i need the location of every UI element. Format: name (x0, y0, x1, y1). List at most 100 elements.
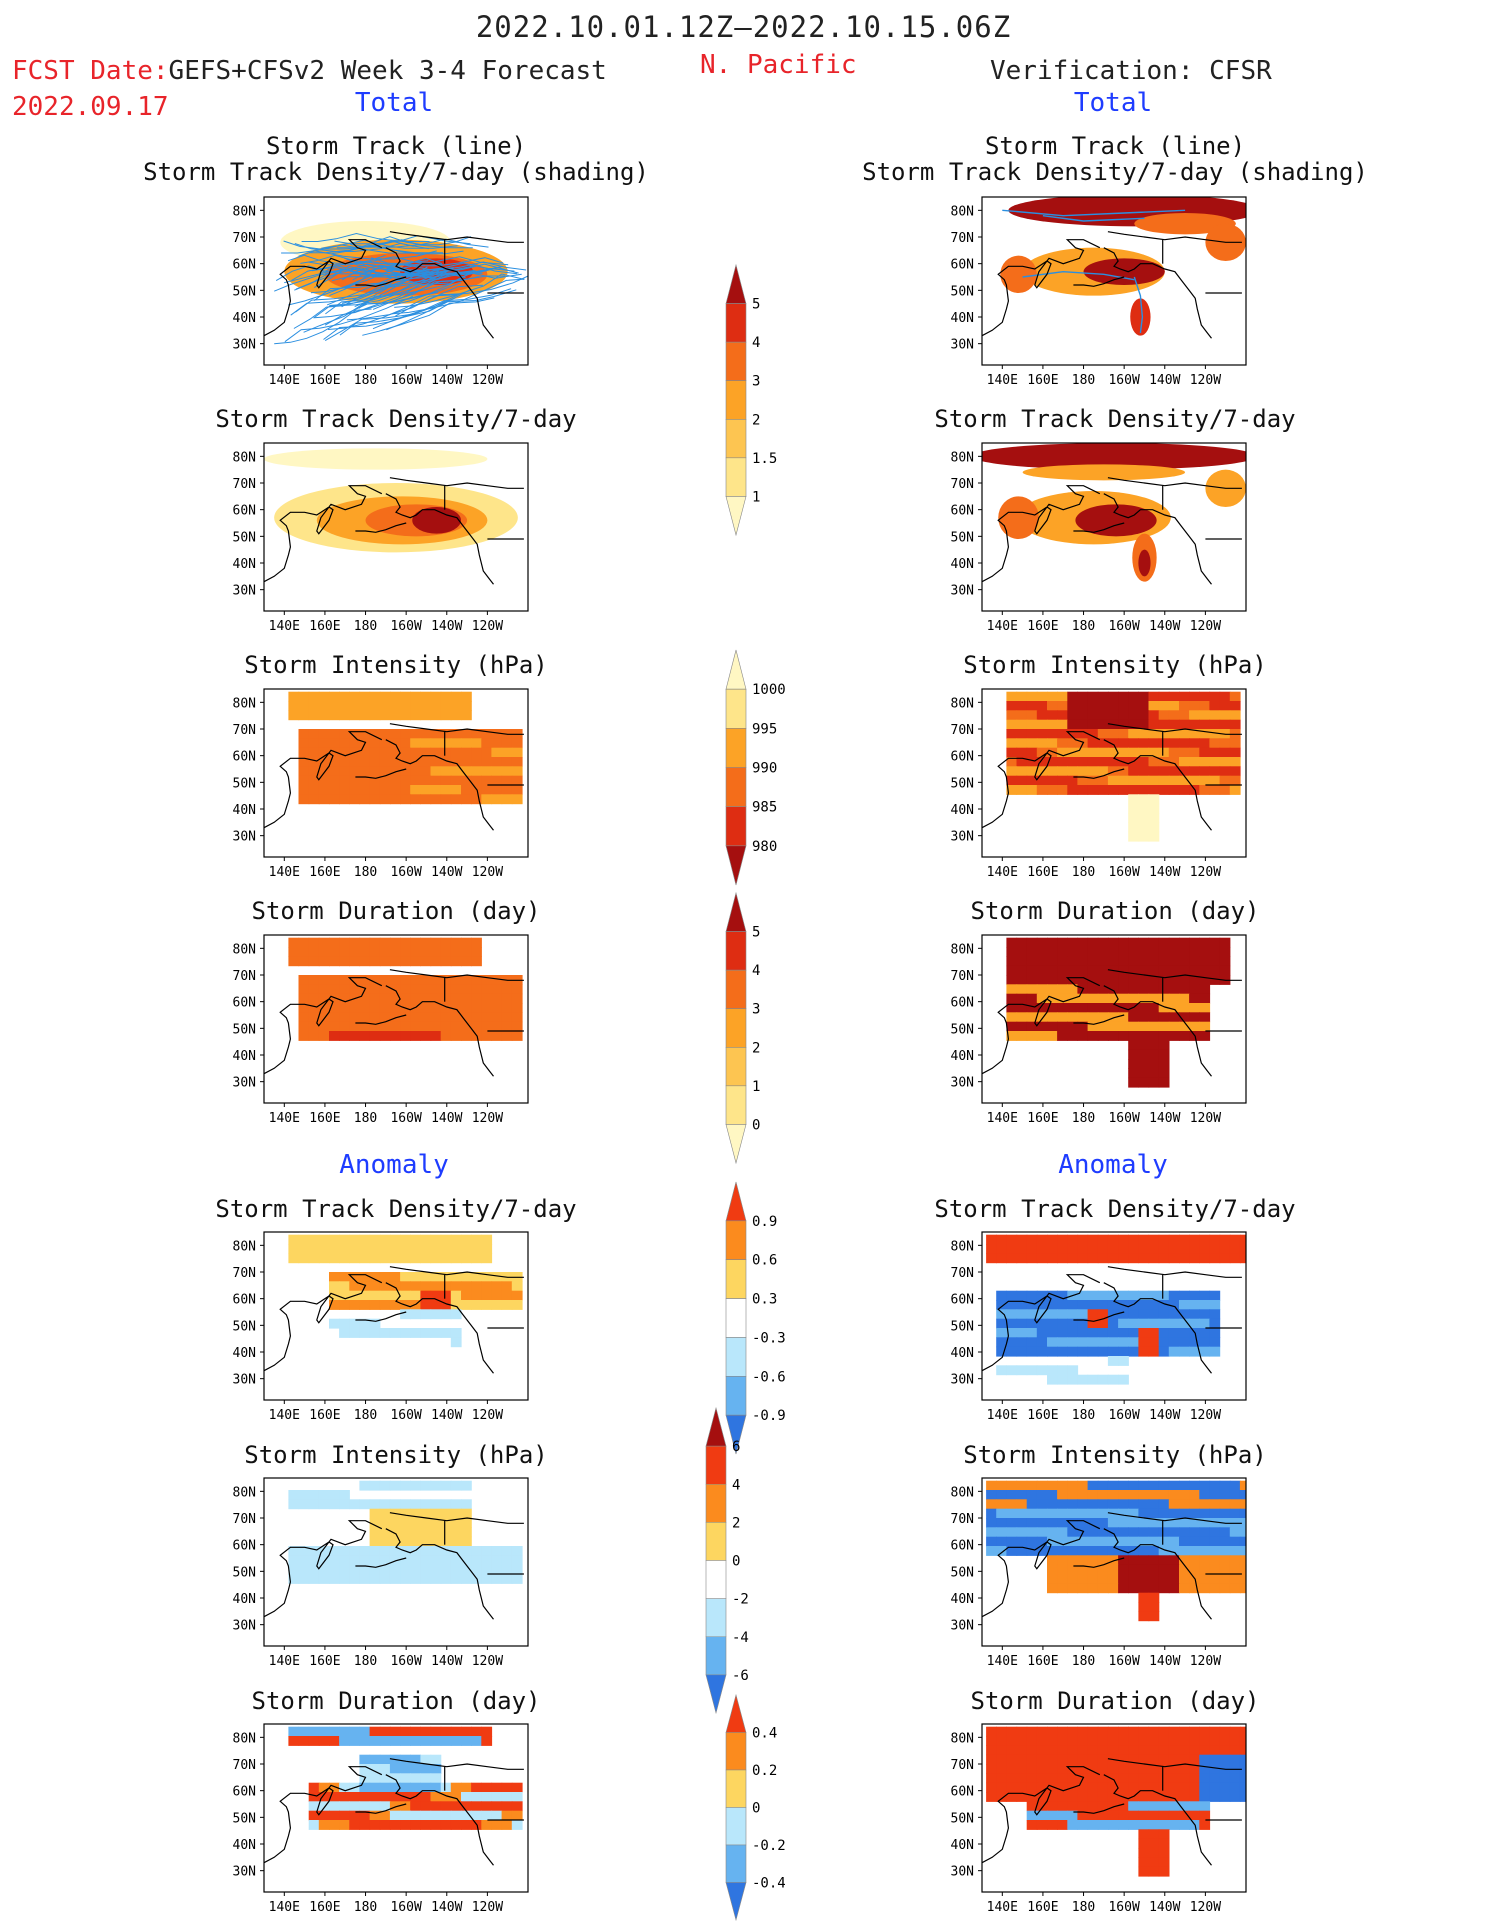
lat-tick-label: 80N (233, 1485, 256, 1500)
colorbar-label: -6 (732, 1668, 749, 1684)
lon-tick-label: 160E (309, 1900, 340, 1915)
lat-tick-label: 40N (233, 1592, 256, 1607)
anomaly-heading-right: Anomaly (1058, 1150, 1168, 1180)
colorbar-segment (725, 1085, 747, 1125)
colorbar-label: -0.6 (752, 1369, 786, 1385)
lon-tick-label: 160W (390, 373, 421, 388)
title-anom-duration-right: Storm Duration (day) (970, 1687, 1260, 1715)
lat-tick-label: 80N (951, 942, 974, 957)
colorbar-segment (725, 806, 747, 847)
lon-tick-label: 120W (1190, 373, 1221, 388)
colorbar-segment (725, 1008, 747, 1048)
lon-tick-label: 160E (309, 865, 340, 880)
colorbar-segment (725, 1124, 747, 1165)
lat-tick-label: 30N (951, 338, 974, 353)
lat-tick-label: 70N (233, 969, 256, 984)
lat-tick-label: 70N (233, 1758, 256, 1773)
lon-tick-label: 160W (1108, 1111, 1139, 1126)
lon-tick-label: 120W (472, 1654, 503, 1669)
lon-tick-label: 160E (309, 373, 340, 388)
lon-tick-label: 140W (1149, 619, 1180, 634)
lon-tick-label: 180 (1072, 1408, 1095, 1423)
colorbar-label: -2 (732, 1592, 749, 1608)
map-rf1: 140E 160E 180 160W 140W 120W 80N 70N 60N 50N 40N 30… (951, 196, 1247, 388)
lon-tick-label: 120W (1190, 1111, 1221, 1126)
colorbar-label: 0.9 (752, 1214, 777, 1230)
lat-tick-label: 50N (233, 1022, 256, 1037)
lon-tick-label: 160W (1108, 1654, 1139, 1669)
lat-tick-label: 70N (951, 1512, 974, 1527)
lon-tick-label: 120W (472, 865, 503, 880)
lon-tick-label: 140E (269, 1408, 300, 1423)
lat-tick-label: 60N (233, 996, 256, 1011)
colorbar-segment (725, 380, 747, 420)
lat-tick-label: 50N (233, 1319, 256, 1334)
lat-tick-label: 40N (951, 557, 974, 572)
lon-tick-label: 140E (987, 1111, 1018, 1126)
lat-tick-label: 30N (233, 830, 256, 845)
title-anom-density-left: Storm Track Density/7-day (215, 1195, 577, 1223)
lon-tick-label: 140W (431, 373, 462, 388)
lon-tick-label: 140E (269, 865, 300, 880)
lat-tick-label: 50N (233, 530, 256, 545)
title-track-line-left: Storm Track (line) (265, 132, 527, 160)
lon-tick-label: 160E (309, 1654, 340, 1669)
lon-tick-label: 140W (431, 1654, 462, 1669)
lat-tick-label: 30N (233, 1373, 256, 1388)
colorbar-label: 4 (752, 963, 760, 979)
anomaly-heading-left: Anomaly (339, 1150, 449, 1180)
lat-tick-label: 50N (951, 1565, 974, 1580)
colorbar-label: -4 (732, 1630, 749, 1646)
lat-tick-label: 40N (951, 1346, 974, 1361)
colorbar-segment (725, 1769, 747, 1808)
colorbar-segment (725, 1414, 747, 1455)
map-rf2: 140E 160E 180 160W 140W 120W 80N 70N 60N 50N 40N 30… (951, 442, 1247, 634)
lon-tick-label: 140W (1149, 1900, 1180, 1915)
colorbar-anom-density: 0.9 0.6 0.3 -0.3 -0.6 -0.9 (725, 1181, 786, 1455)
lat-tick-label: 60N (233, 750, 256, 765)
colorbar-label: 1 (752, 489, 760, 505)
lon-tick-label: 120W (1190, 865, 1221, 880)
lon-tick-label: 160E (1027, 1900, 1058, 1915)
map-rf4: 140E 160E 180 160W 140W 120W 80N 70N 60N 50N 40N 30… (951, 934, 1247, 1126)
title-anom-duration-left: Storm Duration (day) (251, 1687, 541, 1715)
colorbar-segment (725, 341, 747, 382)
colorbar-segment (725, 1693, 747, 1733)
map-lf6: 140E 160E 180 160W 140W 120W 80N 70N 60N 50N 40N 30… (233, 1477, 529, 1669)
total-heading-left: Total (354, 88, 434, 118)
lon-tick-label: 140E (269, 1654, 300, 1669)
lon-tick-label: 160E (1027, 373, 1058, 388)
lon-tick-label: 180 (1072, 619, 1095, 634)
lat-tick-label: 60N (233, 1539, 256, 1554)
fcst-date: 2022.09.17 (12, 92, 169, 122)
lat-tick-label: 70N (951, 1266, 974, 1281)
fcst-date-label: FCST Date: (12, 56, 169, 86)
lon-tick-label: 160E (1027, 1408, 1058, 1423)
lon-tick-label: 180 (354, 373, 377, 388)
colorbar-label: 0 (752, 1801, 760, 1817)
region-label: N. Pacific (700, 50, 857, 80)
colorbar-label: 4 (752, 335, 760, 351)
colorbar-segment (725, 1298, 747, 1338)
colorbar-segment (725, 649, 747, 690)
lon-tick-label: 180 (1072, 1111, 1095, 1126)
colorbar-segment (725, 303, 747, 343)
lat-tick-label: 30N (951, 1373, 974, 1388)
colorbar-label: -0.2 (752, 1838, 786, 1854)
colorbar-segment (705, 1598, 727, 1638)
lon-tick-label: 160W (1108, 619, 1139, 634)
lon-tick-label: 160W (1108, 1900, 1139, 1915)
lon-tick-label: 160W (1108, 865, 1139, 880)
lon-tick-label: 140W (431, 865, 462, 880)
lon-tick-label: 160W (390, 1900, 421, 1915)
lat-tick-label: 60N (233, 1785, 256, 1800)
title-density-left: Storm Track Density/7-day (215, 405, 577, 433)
lat-tick-label: 30N (951, 1619, 974, 1634)
lat-tick-label: 60N (951, 750, 974, 765)
lat-tick-label: 60N (951, 504, 974, 519)
colorbar-anom-duration: 0.4 0.2 0 -0.2 -0.4 (725, 1693, 786, 1922)
lon-tick-label: 140E (987, 1900, 1018, 1915)
lon-tick-label: 120W (472, 373, 503, 388)
lon-tick-label: 140E (269, 619, 300, 634)
lat-tick-label: 30N (233, 1076, 256, 1091)
